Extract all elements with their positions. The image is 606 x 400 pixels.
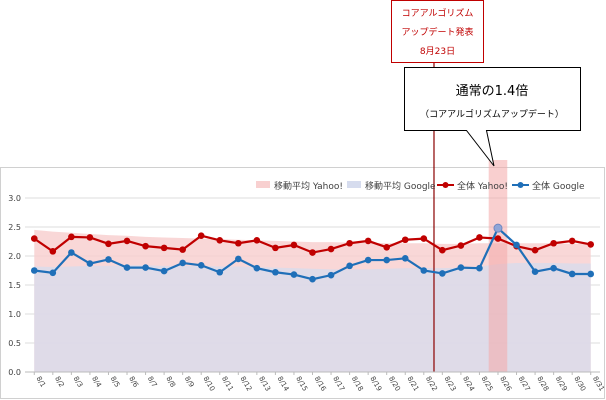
data-point-0-19 bbox=[383, 244, 390, 251]
y-tick-label: 0.0 bbox=[8, 368, 21, 377]
data-point-1-10 bbox=[216, 268, 224, 276]
data-point-0-27 bbox=[531, 246, 539, 254]
y-tick-label: 2.5 bbox=[8, 223, 21, 232]
data-point-0-25 bbox=[494, 235, 502, 242]
data-point-0-21 bbox=[420, 235, 428, 242]
data-point-0-1 bbox=[49, 248, 57, 255]
data-point-1-30 bbox=[587, 270, 595, 278]
data-point-0-22 bbox=[439, 246, 446, 254]
legend-label-yahoo-ma: 移動平均 Yahoo! bbox=[274, 180, 343, 192]
data-point-0-18 bbox=[364, 237, 372, 245]
moving-average-areas bbox=[34, 229, 591, 372]
event-callout: コアアルゴリズム アップデート発表 8月23日 bbox=[391, 0, 484, 63]
data-point-0-0 bbox=[30, 235, 38, 242]
data-point-0-10 bbox=[216, 237, 224, 244]
data-point-1-11 bbox=[235, 255, 242, 263]
legend-swatch-yahoo-ma bbox=[256, 181, 270, 188]
data-point-0-9 bbox=[197, 232, 205, 239]
data-point-0-30 bbox=[587, 241, 595, 248]
data-point-1-21 bbox=[420, 267, 428, 274]
data-point-1-3 bbox=[86, 260, 94, 267]
area-series-1 bbox=[34, 262, 591, 372]
legend-marker-google-line bbox=[517, 182, 524, 188]
y-axis: 0.0 0.5 1.0 1.5 2.0 2.5 3.0 bbox=[8, 194, 21, 377]
legend-swatch-google-ma bbox=[347, 181, 361, 188]
data-point-1-20 bbox=[401, 255, 409, 262]
data-point-0-15 bbox=[309, 249, 316, 256]
ratio-callout-bubble bbox=[404, 67, 581, 167]
data-point-1-17 bbox=[346, 262, 353, 270]
highlight-band-rect bbox=[488, 160, 508, 372]
data-point-0-6 bbox=[142, 242, 149, 250]
data-point-1-26 bbox=[513, 241, 520, 249]
data-point-1-7 bbox=[160, 267, 168, 275]
data-point-1-13 bbox=[272, 268, 279, 276]
data-point-0-12 bbox=[253, 237, 261, 244]
data-point-0-7 bbox=[160, 244, 168, 252]
data-point-0-2 bbox=[68, 233, 75, 241]
data-point-1-0 bbox=[30, 267, 38, 274]
data-point-1-27 bbox=[531, 268, 539, 275]
data-point-0-5 bbox=[123, 237, 131, 245]
data-point-0-4 bbox=[105, 240, 112, 248]
data-point-1-15 bbox=[309, 275, 316, 283]
data-point-0-23 bbox=[457, 242, 465, 249]
data-point-1-25 bbox=[493, 223, 503, 233]
y-tick-label: 1.0 bbox=[8, 310, 21, 319]
y-tick-label: 2.0 bbox=[8, 252, 21, 261]
data-point-0-11 bbox=[235, 239, 242, 247]
event-callout-line3: 8月23日 bbox=[420, 46, 455, 57]
legend-label-yahoo-line: 全体 Yahoo! bbox=[457, 180, 508, 192]
legend-marker-yahoo-line bbox=[442, 182, 449, 188]
data-point-1-8 bbox=[179, 259, 186, 267]
data-point-1-12 bbox=[253, 264, 261, 272]
ratio-callout-subtitle: （コアアルゴリズムアップデート） bbox=[420, 108, 564, 120]
ratio-callout-title: 通常の1.4倍 bbox=[456, 84, 529, 99]
y-tick-label: 0.5 bbox=[8, 339, 21, 348]
data-point-1-4 bbox=[105, 256, 112, 263]
data-point-0-20 bbox=[401, 236, 409, 244]
data-point-1-29 bbox=[568, 270, 576, 278]
data-point-1-24 bbox=[476, 264, 483, 272]
highlight-band bbox=[488, 160, 508, 372]
legend: 移動平均 Yahoo! 移動平均 Google 全体 Yahoo! 全体 Goo… bbox=[256, 180, 585, 192]
data-point-1-18 bbox=[364, 256, 372, 264]
data-point-1-16 bbox=[327, 271, 335, 279]
event-callout-line2: アップデート発表 bbox=[401, 26, 473, 38]
data-point-0-13 bbox=[272, 244, 279, 252]
legend-label-google-line: 全体 Google bbox=[532, 180, 585, 192]
y-tick-label: 3.0 bbox=[8, 194, 21, 203]
data-point-1-19 bbox=[383, 256, 390, 264]
series-lines bbox=[30, 223, 595, 283]
data-point-0-8 bbox=[179, 246, 186, 253]
data-point-0-28 bbox=[550, 239, 557, 247]
data-point-1-1 bbox=[49, 269, 57, 277]
data-point-1-5 bbox=[123, 264, 131, 271]
data-point-0-29 bbox=[568, 237, 576, 245]
data-point-1-23 bbox=[457, 264, 465, 271]
data-point-0-16 bbox=[327, 245, 335, 253]
data-point-0-14 bbox=[290, 241, 298, 249]
data-point-0-17 bbox=[346, 239, 353, 247]
data-point-1-9 bbox=[197, 261, 205, 269]
data-point-0-3 bbox=[86, 234, 94, 241]
data-point-1-14 bbox=[290, 271, 298, 278]
data-point-1-2 bbox=[68, 249, 75, 256]
ratio-callout: 通常の1.4倍 （コアアルゴリズムアップデート） bbox=[404, 67, 581, 167]
data-point-1-28 bbox=[550, 264, 557, 272]
legend-label-google-ma: 移動平均 Google bbox=[365, 180, 436, 192]
data-point-0-24 bbox=[476, 234, 483, 241]
data-point-1-6 bbox=[142, 264, 149, 271]
event-callout-box bbox=[391, 0, 484, 63]
data-point-1-22 bbox=[439, 270, 446, 277]
y-tick-label: 1.5 bbox=[8, 281, 21, 290]
event-callout-line1: コアアルゴリズム bbox=[402, 7, 474, 19]
